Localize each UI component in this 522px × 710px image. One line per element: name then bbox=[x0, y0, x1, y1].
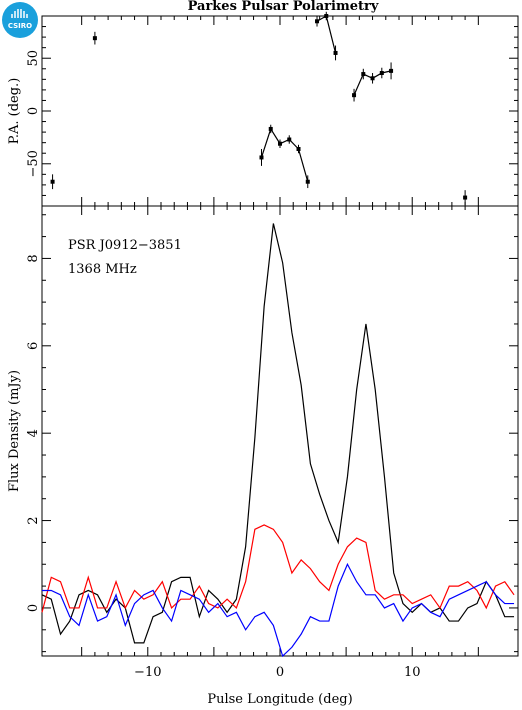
top-ylabel: P.A. (deg.) bbox=[7, 78, 22, 145]
pa-point bbox=[379, 71, 384, 75]
pa-point bbox=[305, 179, 310, 184]
bottom-ylabel: Flux Density (mJy) bbox=[7, 370, 22, 492]
pa-connector-line bbox=[316, 15, 337, 54]
logo-text: CSIRO bbox=[8, 22, 32, 30]
pa-point bbox=[278, 141, 282, 146]
axis-ticks: −10 0 10 −50 0 50 0 2 4 6 8 bbox=[26, 16, 518, 680]
chart-title: Parkes Pulsar Polarimetry bbox=[188, 0, 379, 14]
pa-point bbox=[287, 137, 292, 142]
csiro-logo: CSIRO bbox=[2, 2, 38, 38]
pulsar-name-label: PSR J0912−3851 bbox=[68, 238, 182, 253]
pa-connector-line bbox=[260, 127, 309, 182]
bottom-y-tick-label: 0 bbox=[26, 604, 41, 612]
top-panel-frame bbox=[41, 15, 519, 207]
pa-point bbox=[315, 19, 320, 24]
pa-point bbox=[463, 195, 468, 200]
top-y-tick-label: −50 bbox=[26, 150, 41, 177]
pa-point bbox=[352, 93, 357, 98]
bottom-xlabel: Pulse Longitude (deg) bbox=[207, 692, 352, 707]
pa-point bbox=[50, 179, 55, 184]
pa-point bbox=[333, 50, 338, 55]
pa-point bbox=[389, 68, 394, 73]
bottom-y-tick-label: 4 bbox=[26, 429, 41, 437]
frequency-label: 1368 MHz bbox=[68, 262, 137, 277]
bottom-y-tick-label: 6 bbox=[26, 342, 41, 350]
top-y-tick-label: 0 bbox=[26, 107, 41, 115]
x-tick-label: 0 bbox=[276, 665, 284, 680]
pa-point bbox=[259, 155, 264, 160]
top-y-tick-label: 50 bbox=[26, 50, 41, 67]
pa-point bbox=[296, 147, 301, 151]
flux-series-line bbox=[42, 562, 515, 658]
pa-point bbox=[324, 14, 329, 18]
flux-series-line bbox=[41, 524, 515, 613]
bottom-y-tick-label: 8 bbox=[26, 254, 41, 262]
flux-series-line bbox=[41, 223, 515, 644]
flux-lines bbox=[41, 223, 515, 658]
x-tick-label: 10 bbox=[404, 665, 421, 680]
pa-point bbox=[92, 36, 97, 41]
bottom-y-tick-label: 2 bbox=[26, 516, 41, 524]
pa-point bbox=[370, 76, 375, 81]
pa-points bbox=[50, 11, 468, 205]
pa-point bbox=[361, 72, 366, 77]
pa-point bbox=[268, 126, 273, 131]
x-tick-label: −10 bbox=[134, 665, 161, 680]
